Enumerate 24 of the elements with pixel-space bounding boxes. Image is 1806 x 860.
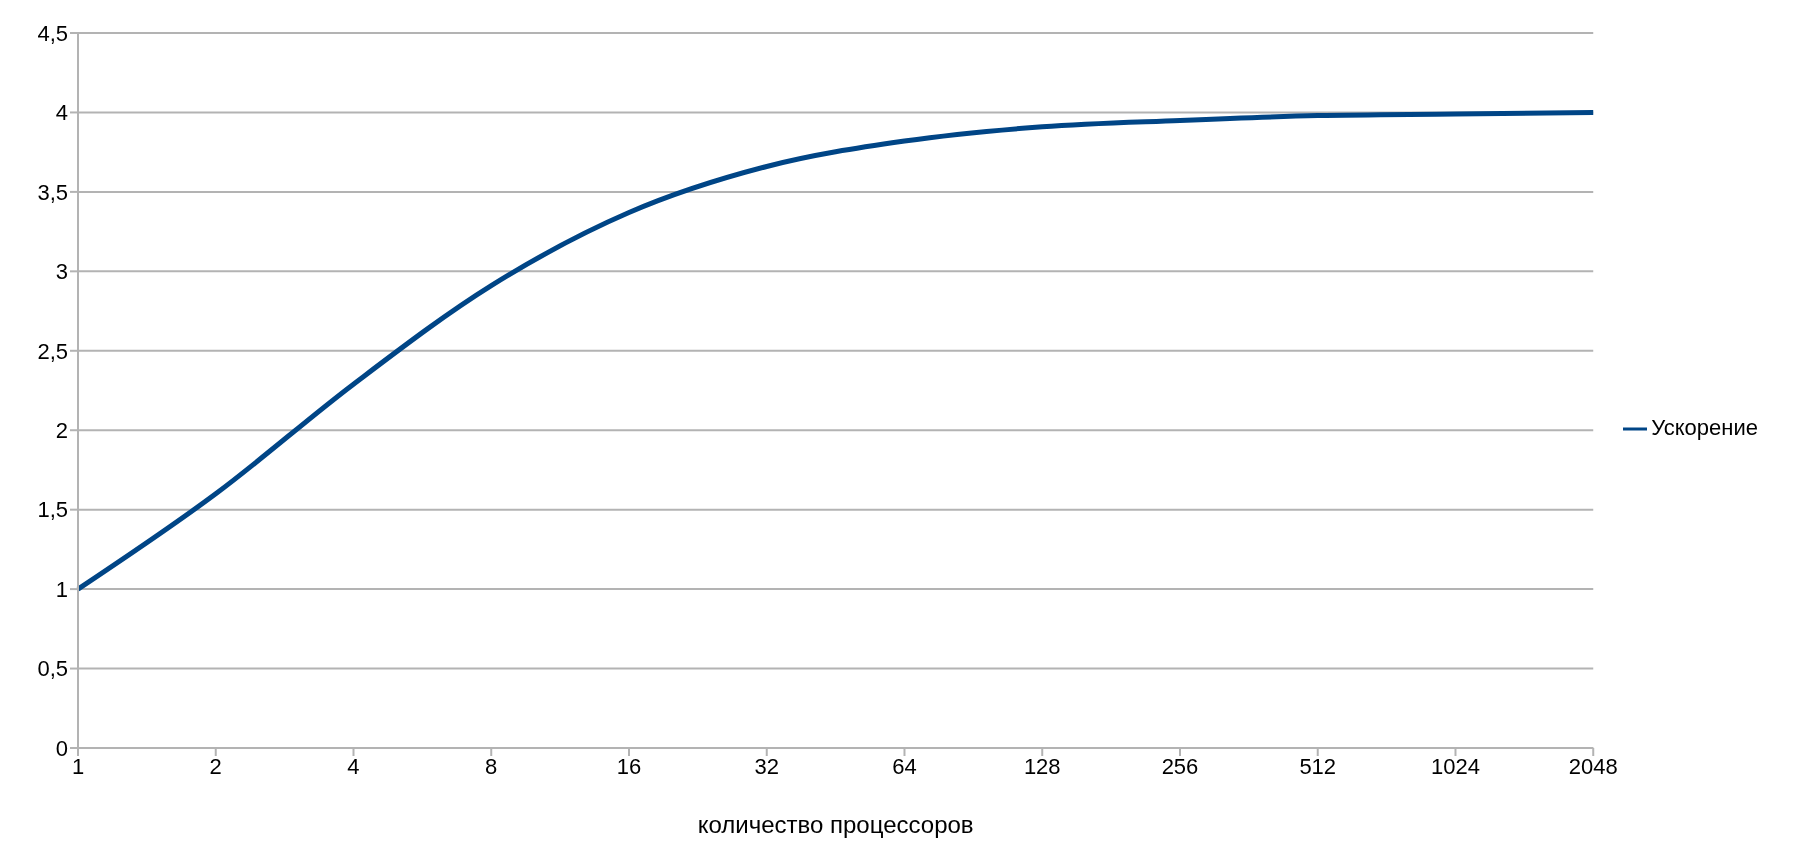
x-tick-label: 32 — [754, 753, 779, 779]
y-tick-label: 0 — [55, 735, 68, 761]
y-tick-label: 2,5 — [37, 338, 68, 364]
y-tick-label: 3 — [55, 259, 68, 285]
x-tick-label: 128 — [1023, 753, 1061, 779]
x-tick-label: 8 — [485, 753, 498, 779]
y-tick-label: 2 — [55, 418, 68, 444]
y-tick-label: 3,5 — [37, 179, 68, 205]
x-tick-label: 16 — [616, 753, 642, 779]
x-tick-label: 2 — [209, 753, 222, 779]
y-tick-label: 4 — [55, 100, 68, 126]
x-tick-label: 64 — [892, 753, 917, 779]
y-tick-label: 1,5 — [37, 497, 68, 523]
y-tick-label: 0,5 — [37, 656, 68, 682]
x-axis-title: количество процессоров — [697, 811, 974, 838]
y-tick-label: 4,5 — [37, 20, 68, 46]
x-tick-label: 1 — [71, 753, 85, 779]
x-tick-label: 2048 — [1568, 753, 1618, 779]
legend-label: Ускорение — [1651, 414, 1758, 440]
x-tick-label: 4 — [347, 753, 360, 779]
y-tick-label: 1 — [55, 576, 68, 602]
x-tick-label: 512 — [1299, 753, 1337, 779]
x-tick-label: 256 — [1161, 753, 1199, 779]
x-tick-label: 1024 — [1431, 753, 1480, 779]
